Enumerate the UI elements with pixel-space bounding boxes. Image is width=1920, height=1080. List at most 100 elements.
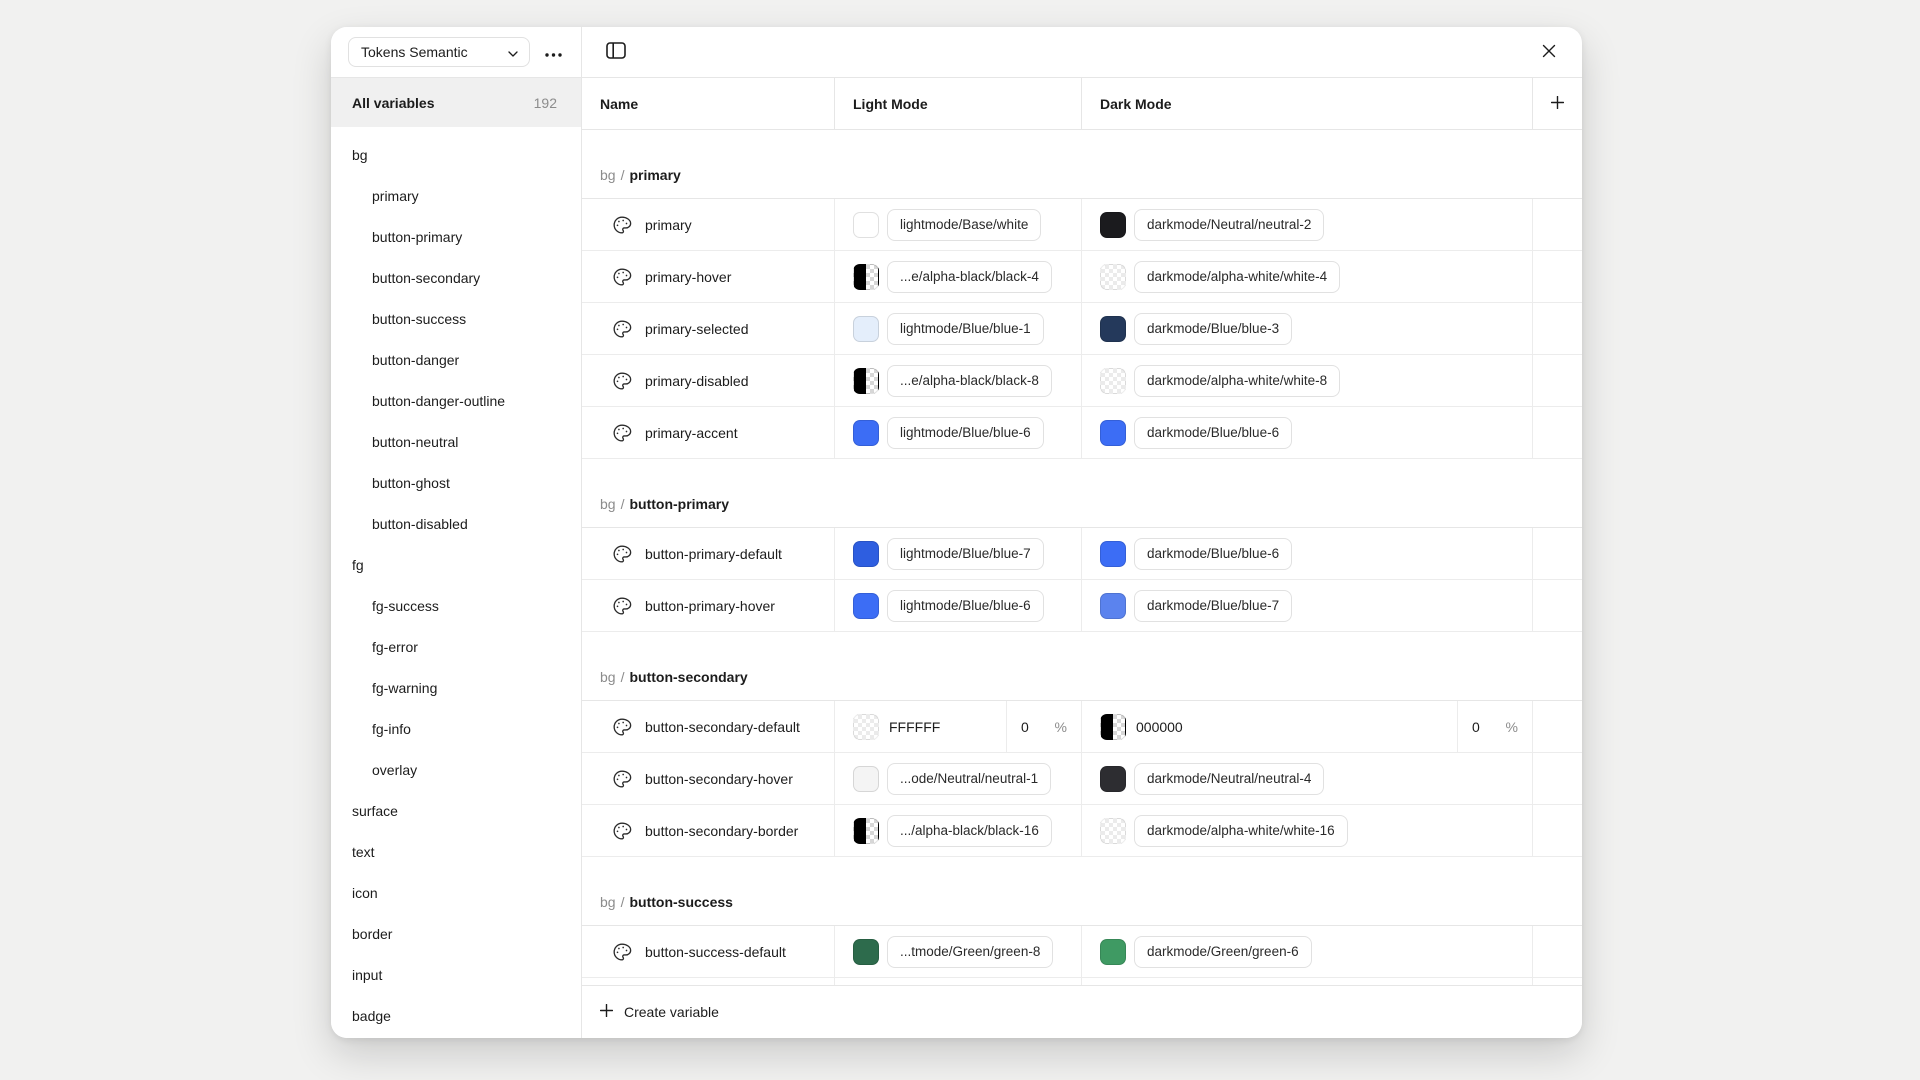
row-cell	[834, 978, 1081, 985]
sidebar-item-button-danger-outline[interactable]: button-danger-outline	[331, 380, 581, 421]
variable-row-button-success-default: button-success-default ...tmode/Green/gre…	[582, 926, 1582, 978]
token-pill-light[interactable]: lightmode/Blue/blue-7	[887, 537, 1044, 570]
token-pill-dark[interactable]: darkmode/alpha-white/white-4	[1134, 260, 1341, 293]
sidebar-item-surface[interactable]: surface	[331, 790, 581, 831]
sidebar-item-button-ghost[interactable]: button-ghost	[331, 462, 581, 503]
color-swatch-light[interactable]	[853, 263, 879, 290]
token-pill-light[interactable]: .../alpha-black/black-16	[887, 814, 1052, 847]
sidebar-item-input[interactable]: input	[331, 954, 581, 995]
token-pill-dark[interactable]: darkmode/Neutral/neutral-4	[1134, 762, 1325, 795]
sidebar-item-primary[interactable]: primary	[331, 175, 581, 216]
variable-name-cell[interactable]: primary-hover	[582, 251, 834, 302]
close-button[interactable]	[1538, 40, 1560, 65]
sidebar-item-fg[interactable]: fg	[331, 544, 581, 585]
variable-name-cell[interactable]: primary-accent	[582, 407, 834, 458]
color-swatch-dark[interactable]	[1100, 263, 1126, 290]
sidebar-item-badge[interactable]: badge	[331, 995, 581, 1036]
color-swatch-light[interactable]	[853, 765, 879, 792]
variable-name-label: primary-hover	[645, 268, 732, 285]
sidebar-item-fg-error[interactable]: fg-error	[331, 626, 581, 667]
hex-value-field-dark[interactable]: 000000	[1082, 713, 1449, 740]
token-pill-light[interactable]: lightmode/Blue/blue-1	[887, 312, 1044, 345]
token-pill-dark[interactable]: darkmode/Blue/blue-3	[1134, 312, 1293, 345]
token-pill-dark[interactable]: darkmode/alpha-white/white-8	[1134, 364, 1341, 397]
sidebar-item-fg-info[interactable]: fg-info	[331, 708, 581, 749]
token-pill-light[interactable]: lightmode/Blue/blue-6	[887, 416, 1044, 449]
token-pill-light[interactable]: lightmode/Base/white	[887, 208, 1042, 241]
opacity-field-light[interactable]: 0%	[1006, 701, 1081, 752]
sidebar-item-button-danger[interactable]: button-danger	[331, 339, 581, 380]
create-variable-button[interactable]: Create variable	[599, 1003, 719, 1020]
variable-name-cell[interactable]: button-secondary-border	[582, 805, 834, 856]
variable-name-cell[interactable]: primary-disabled	[582, 355, 834, 406]
row-extra-cell	[1532, 355, 1582, 406]
sidebar-item-button-neutral[interactable]: button-neutral	[331, 421, 581, 462]
more-options-button[interactable]	[539, 38, 567, 66]
token-pill-dark[interactable]: darkmode/alpha-white/white-16	[1134, 814, 1348, 847]
color-swatch-light[interactable]	[853, 540, 879, 567]
token-pill-dark[interactable]: darkmode/Blue/blue-6	[1134, 537, 1293, 570]
color-swatch-dark[interactable]	[1100, 938, 1126, 965]
color-swatch-dark[interactable]	[1100, 592, 1126, 619]
section-group-label: bg	[600, 496, 616, 512]
sidebar-item-label: bg	[352, 146, 368, 163]
token-pill-light[interactable]: ...ode/Neutral/neutral-1	[887, 762, 1052, 795]
sidebar-item-border[interactable]: border	[331, 913, 581, 954]
color-swatch-dark[interactable]	[1100, 765, 1126, 792]
color-swatch-dark[interactable]	[1100, 367, 1126, 394]
variable-name-cell[interactable]: button-secondary-default	[582, 701, 834, 752]
variable-name-cell[interactable]: button-primary-default	[582, 528, 834, 579]
color-swatch-light[interactable]	[853, 817, 879, 844]
variable-groups-list: bg primary button-primary button-secondary b…	[331, 127, 581, 1038]
variable-name-cell[interactable]: primary-selected	[582, 303, 834, 354]
token-pill-light[interactable]: ...e/alpha-black/black-4	[887, 260, 1052, 293]
color-swatch-dark[interactable]	[1100, 315, 1126, 342]
sidebar-item-button-secondary[interactable]: button-secondary	[331, 257, 581, 298]
token-pill-dark[interactable]: darkmode/Green/green-6	[1134, 935, 1312, 968]
dark-mode-value-cell: darkmode/alpha-white/white-8	[1081, 355, 1532, 406]
sidebar-item-overlay[interactable]: overlay	[331, 749, 581, 790]
color-swatch-light[interactable]	[853, 367, 879, 394]
sidebar-item-label: primary	[372, 187, 419, 204]
token-pill-light[interactable]: lightmode/Blue/blue-6	[887, 589, 1044, 622]
add-mode-button[interactable]	[1547, 92, 1568, 116]
variable-name-cell[interactable]: primary	[582, 199, 834, 250]
toggle-sidebar-button[interactable]	[602, 38, 630, 66]
sidebar-item-button-primary[interactable]: button-primary	[331, 216, 581, 257]
sidebar-item-button-success[interactable]: button-success	[331, 298, 581, 339]
variable-name-cell[interactable]: button-primary-hover	[582, 580, 834, 631]
sidebar-item-fg-success[interactable]: fg-success	[331, 585, 581, 626]
token-pill-light[interactable]: ...e/alpha-black/black-8	[887, 364, 1052, 397]
color-swatch-dark[interactable]	[1100, 817, 1126, 844]
color-swatch-light[interactable]	[853, 315, 879, 342]
sidebar-item-icon[interactable]: icon	[331, 872, 581, 913]
section-header-button-success: bg / button-success	[582, 857, 1582, 926]
color-swatch-light[interactable]	[853, 211, 879, 238]
sidebar-item-button-disabled[interactable]: button-disabled	[331, 503, 581, 544]
token-pill-dark[interactable]: darkmode/Neutral/neutral-2	[1134, 208, 1325, 241]
variable-name-cell[interactable]: button-success-default	[582, 926, 834, 977]
sidebar-item-text[interactable]: text	[331, 831, 581, 872]
color-swatch-light[interactable]	[853, 713, 879, 740]
sidebar-item-fg-warning[interactable]: fg-warning	[331, 667, 581, 708]
color-swatch-dark[interactable]	[1100, 713, 1126, 740]
color-swatch-dark[interactable]	[1100, 540, 1126, 567]
token-pill-light[interactable]: ...tmode/Green/green-8	[887, 935, 1054, 968]
collection-dropdown[interactable]: Tokens Semantic	[348, 37, 530, 67]
color-swatch-dark[interactable]	[1100, 211, 1126, 238]
opacity-field-dark[interactable]: 0%	[1457, 701, 1532, 752]
column-header-light-mode: Light Mode	[834, 78, 1081, 129]
color-swatch-light[interactable]	[853, 419, 879, 446]
color-swatch-dark[interactable]	[1100, 419, 1126, 446]
variable-name-cell[interactable]: button-secondary-hover	[582, 753, 834, 804]
color-swatch-light[interactable]	[853, 592, 879, 619]
sidebar-item-all-variables[interactable]: All variables 192	[331, 78, 581, 127]
sidebar-item-bg[interactable]: bg	[331, 134, 581, 175]
dark-mode-value-cell: darkmode/Blue/blue-7	[1081, 580, 1532, 631]
token-pill-dark[interactable]: darkmode/Blue/blue-7	[1134, 589, 1293, 622]
table-header-row: Name Light Mode Dark Mode	[582, 78, 1582, 130]
color-swatch-light[interactable]	[853, 938, 879, 965]
hex-value-field-light[interactable]: FFFFFF	[835, 713, 998, 740]
token-pill-dark[interactable]: darkmode/Blue/blue-6	[1134, 416, 1293, 449]
table-toolbar	[582, 27, 1582, 78]
